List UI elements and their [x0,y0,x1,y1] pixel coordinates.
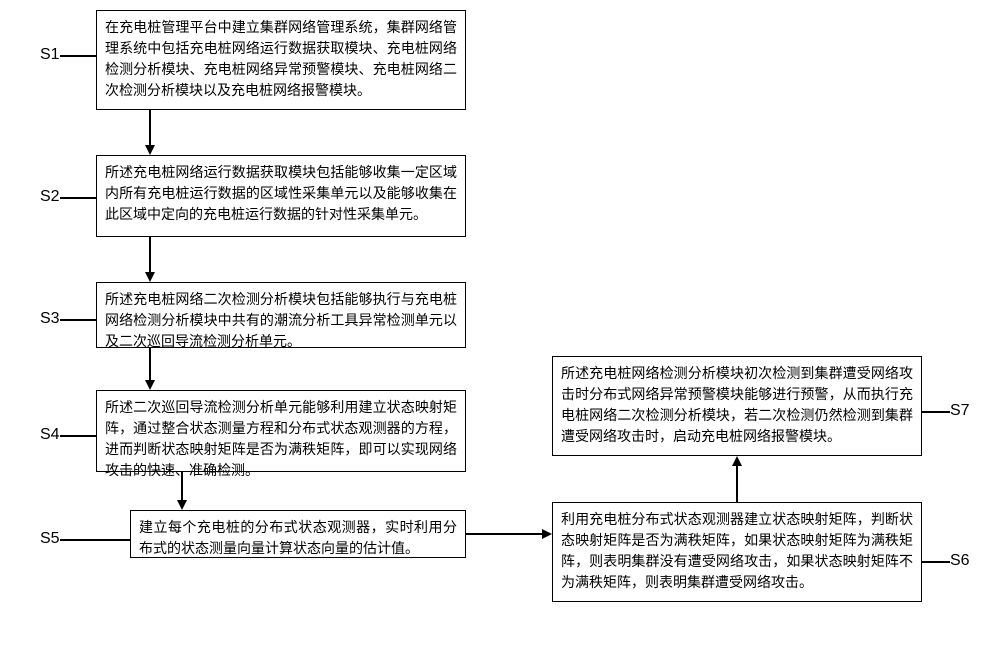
connector-s1 [60,55,96,57]
arrow-s2-s3-head [145,272,155,282]
node-s1-text: 在充电桩管理平台中建立集群网络管理系统，集群网络管理系统中包括充电桩网络运行数据… [105,17,457,101]
node-s2-text: 所述充电桩网络运行数据获取模块包括能够收集一定区域内所有充电桩运行数据的区域性采… [105,162,457,225]
step-label-s3: S3 [40,310,60,328]
arrow-s2-s3-line [149,237,151,272]
node-s1: 在充电桩管理平台中建立集群网络管理系统，集群网络管理系统中包括充电桩网络运行数据… [96,10,466,110]
connector-s2 [60,197,96,199]
node-s6: 利用充电桩分布式状态观测器建立状态映射矩阵，判断状态映射矩阵是否为满秩矩阵，如果… [552,502,922,602]
arrow-s5-s6-line [466,533,542,535]
arrow-s6-s7-line [736,466,738,502]
arrow-s4-s5-line [181,472,183,500]
node-s2: 所述充电桩网络运行数据获取模块包括能够收集一定区域内所有充电桩运行数据的区域性采… [96,155,466,237]
connector-s4 [60,435,96,437]
step-label-s5: S5 [40,530,60,548]
arrow-s3-s4-line [149,348,151,380]
arrow-s5-s6-head [542,529,552,539]
node-s5-text: 建立每个充电桩的分布式状态观测器，实时利用分布式的状态测量向量计算状态向量的估计… [139,517,457,559]
step-label-s1: S1 [40,46,60,64]
arrow-s1-s2-head [145,145,155,155]
node-s4: 所述二次巡回导流检测分析单元能够利用建立状态映射矩阵，通过整合状态测量方程和分布… [96,390,466,472]
step-label-s6: S6 [950,552,970,570]
step-label-s4: S4 [40,426,60,444]
node-s6-text: 利用充电桩分布式状态观测器建立状态映射矩阵，判断状态映射矩阵是否为满秩矩阵，如果… [561,509,913,593]
arrow-s6-s7-head [732,456,742,466]
step-label-s7: S7 [950,402,970,420]
connector-s3 [60,319,96,321]
node-s3: 所述充电桩网络二次检测分析模块包括能够执行与充电桩网络检测分析模块中共有的潮流分… [96,282,466,348]
node-s7-text: 所述充电桩网络检测分析模块初次检测到集群遭受网络攻击时分布式网络异常预警模块能够… [561,363,913,447]
connector-s5 [60,539,130,541]
node-s5: 建立每个充电桩的分布式状态观测器，实时利用分布式的状态测量向量计算状态向量的估计… [130,510,466,558]
arrow-s1-s2-line [149,110,151,145]
node-s3-text: 所述充电桩网络二次检测分析模块包括能够执行与充电桩网络检测分析模块中共有的潮流分… [105,289,457,352]
arrow-s4-s5-head [177,500,187,510]
connector-s6 [922,561,950,563]
node-s4-text: 所述二次巡回导流检测分析单元能够利用建立状态映射矩阵，通过整合状态测量方程和分布… [105,397,457,481]
connector-s7 [922,411,950,413]
step-label-s2: S2 [40,188,60,206]
node-s7: 所述充电桩网络检测分析模块初次检测到集群遭受网络攻击时分布式网络异常预警模块能够… [552,356,922,456]
arrow-s3-s4-head [145,380,155,390]
